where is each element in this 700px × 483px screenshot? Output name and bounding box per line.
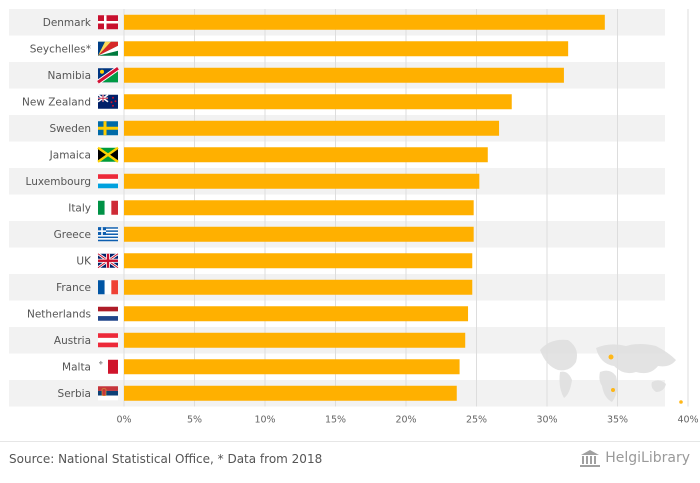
bar [124, 14, 605, 30]
bar [124, 279, 473, 295]
bar [124, 120, 500, 136]
bar [124, 226, 474, 242]
bar [124, 332, 466, 348]
category-label: Denmark [43, 17, 92, 29]
bar [124, 147, 488, 163]
category-label: Serbia [58, 388, 91, 400]
bar [124, 67, 564, 83]
sweden-flag-icon [98, 121, 118, 136]
bar [124, 306, 469, 322]
jamaica-flag-icon [97, 146, 119, 163]
category-label: Netherlands [27, 309, 91, 321]
x-tick-label: 40% [677, 415, 698, 426]
category-label: Malta [62, 362, 91, 374]
category-label: UK [76, 256, 92, 268]
category-label: Austria [54, 335, 91, 347]
malta-flag-icon [98, 359, 118, 374]
bar [124, 41, 569, 57]
building-logo-icon [580, 450, 601, 467]
category-label: Seychelles* [30, 44, 91, 56]
bars [124, 14, 605, 401]
bar-chart: Denmark Seychelles* Namibia New Zealand Swed… [9, 9, 699, 426]
category-label: Luxembourg [26, 176, 91, 188]
brand-logo[interactable]: HelgiLibrary [579, 449, 690, 467]
denmark-flag-icon [98, 15, 118, 30]
italy-flag-icon [98, 200, 118, 215]
footer-divider [0, 441, 700, 442]
uk-flag-icon [97, 252, 119, 269]
flag-icons [96, 15, 120, 401]
category-label: France [56, 282, 91, 294]
france-flag-icon [98, 280, 118, 295]
x-tick-label: 20% [395, 415, 416, 426]
luxembourg-flag-icon [98, 174, 118, 189]
x-tick-label: 35% [607, 415, 628, 426]
x-tick-label: 15% [325, 415, 346, 426]
world-map-icon [540, 339, 683, 404]
x-tick-label: 25% [466, 415, 487, 426]
category-label: Greece [54, 229, 91, 241]
category-label: Sweden [50, 123, 92, 135]
bar [124, 359, 460, 375]
bar [124, 200, 474, 216]
bar [124, 94, 512, 110]
x-tick-label: 10% [254, 415, 275, 426]
new-zealand-flag-icon [97, 94, 118, 109]
netherlands-flag-icon [98, 306, 118, 321]
seychelles-flag-icon [98, 41, 118, 56]
category-label: New Zealand [22, 97, 91, 109]
category-label: Namibia [48, 70, 91, 82]
bar [124, 173, 480, 189]
austria-flag-icon [98, 333, 118, 348]
bar [124, 253, 473, 269]
bar [124, 385, 457, 401]
x-tick-label: 5% [187, 415, 202, 426]
x-axis-tick-labels: 0% 5% 10% 15% 20% 25% 30% 35% 40% [116, 415, 698, 426]
serbia-flag-icon [98, 386, 118, 401]
x-tick-label: 30% [536, 415, 557, 426]
brand-name: HelgiLibrary [605, 450, 690, 466]
category-labels: Denmark Seychelles* Namibia New Zealand Swed… [22, 17, 92, 400]
source-note: Source: National Statistical Office, * D… [9, 452, 323, 466]
category-label: Italy [68, 203, 91, 215]
greece-flag-icon [98, 227, 118, 242]
namibia-flag-icon [96, 66, 120, 85]
category-label: Jamaica [49, 150, 91, 162]
x-tick-label: 0% [116, 415, 131, 426]
